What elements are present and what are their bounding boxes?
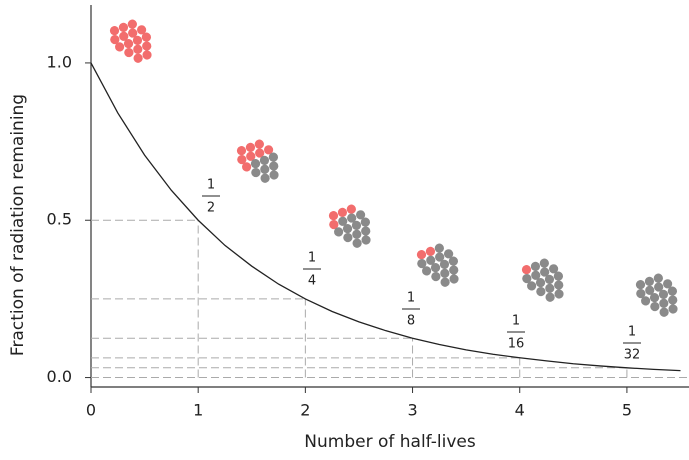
atom — [658, 297, 670, 309]
atom — [109, 25, 121, 37]
atom — [425, 245, 437, 257]
atom — [236, 145, 248, 157]
atom — [649, 301, 661, 313]
atom — [416, 249, 428, 261]
x-tick-label: 2 — [300, 401, 310, 420]
x-tick-label: 5 — [622, 401, 632, 420]
atom — [132, 52, 144, 64]
atom — [644, 275, 656, 287]
atom — [259, 172, 271, 184]
fraction-denominator: 2 — [207, 201, 215, 216]
fraction-numerator: 1 — [628, 325, 636, 340]
chart: Number of half-lives Fraction of radiati… — [0, 0, 689, 456]
atom — [448, 273, 460, 285]
atom — [439, 267, 451, 279]
atom — [652, 272, 664, 284]
x-tick-label: 0 — [86, 401, 96, 420]
atom — [360, 234, 372, 246]
fraction-numerator: 1 — [308, 251, 316, 266]
atom — [544, 282, 556, 294]
atom — [351, 237, 363, 249]
atom-cluster — [518, 254, 570, 308]
x-axis-title: Number of half-lives — [304, 432, 476, 452]
fraction-numerator: 1 — [207, 178, 215, 193]
atom — [360, 225, 372, 237]
atom — [635, 279, 647, 291]
y-tick-label: 1.0 — [47, 52, 72, 71]
atom — [342, 232, 354, 244]
atom-cluster — [106, 15, 158, 69]
atom — [253, 138, 265, 150]
atom — [553, 279, 565, 291]
atom — [259, 163, 271, 175]
x-tick-label: 1 — [193, 401, 203, 420]
atom — [118, 21, 130, 33]
atom — [667, 294, 679, 306]
atom — [337, 206, 349, 218]
atom-cluster — [413, 239, 465, 293]
y-tick-label: 0.5 — [47, 210, 72, 229]
decay-curve — [91, 63, 680, 371]
atom — [521, 264, 533, 276]
fraction-denominator: 16 — [508, 337, 525, 352]
atom — [553, 288, 565, 300]
atom — [245, 141, 257, 153]
atom — [538, 257, 550, 269]
atom-cluster — [325, 200, 377, 254]
atom-cluster — [632, 269, 684, 323]
atom — [530, 260, 542, 272]
atom — [345, 203, 357, 215]
atom-cluster — [233, 135, 285, 189]
fraction-numerator: 1 — [407, 291, 415, 306]
y-axis-title: Fraction of radiation remaining — [8, 94, 28, 356]
atom — [667, 303, 679, 315]
atom — [351, 228, 363, 240]
atom — [658, 306, 670, 318]
x-tick-label: 4 — [515, 401, 525, 420]
atom — [535, 286, 547, 298]
atom — [126, 18, 138, 30]
atom — [448, 264, 460, 276]
atom — [433, 242, 445, 254]
atom — [250, 167, 262, 179]
atom — [439, 276, 451, 288]
atom — [430, 271, 442, 283]
fraction-numerator: 1 — [512, 314, 520, 329]
atom — [328, 210, 340, 222]
y-tick-label: 0.0 — [47, 367, 72, 386]
atom — [141, 49, 153, 61]
x-tick-label: 3 — [407, 401, 417, 420]
fraction-denominator: 32 — [624, 348, 641, 363]
atom — [141, 40, 153, 52]
fraction-denominator: 4 — [308, 274, 316, 289]
atom — [544, 291, 556, 303]
atom — [132, 43, 144, 55]
atom — [123, 47, 135, 59]
atom — [268, 160, 280, 172]
fraction-denominator: 8 — [407, 314, 415, 329]
atom — [268, 169, 280, 181]
